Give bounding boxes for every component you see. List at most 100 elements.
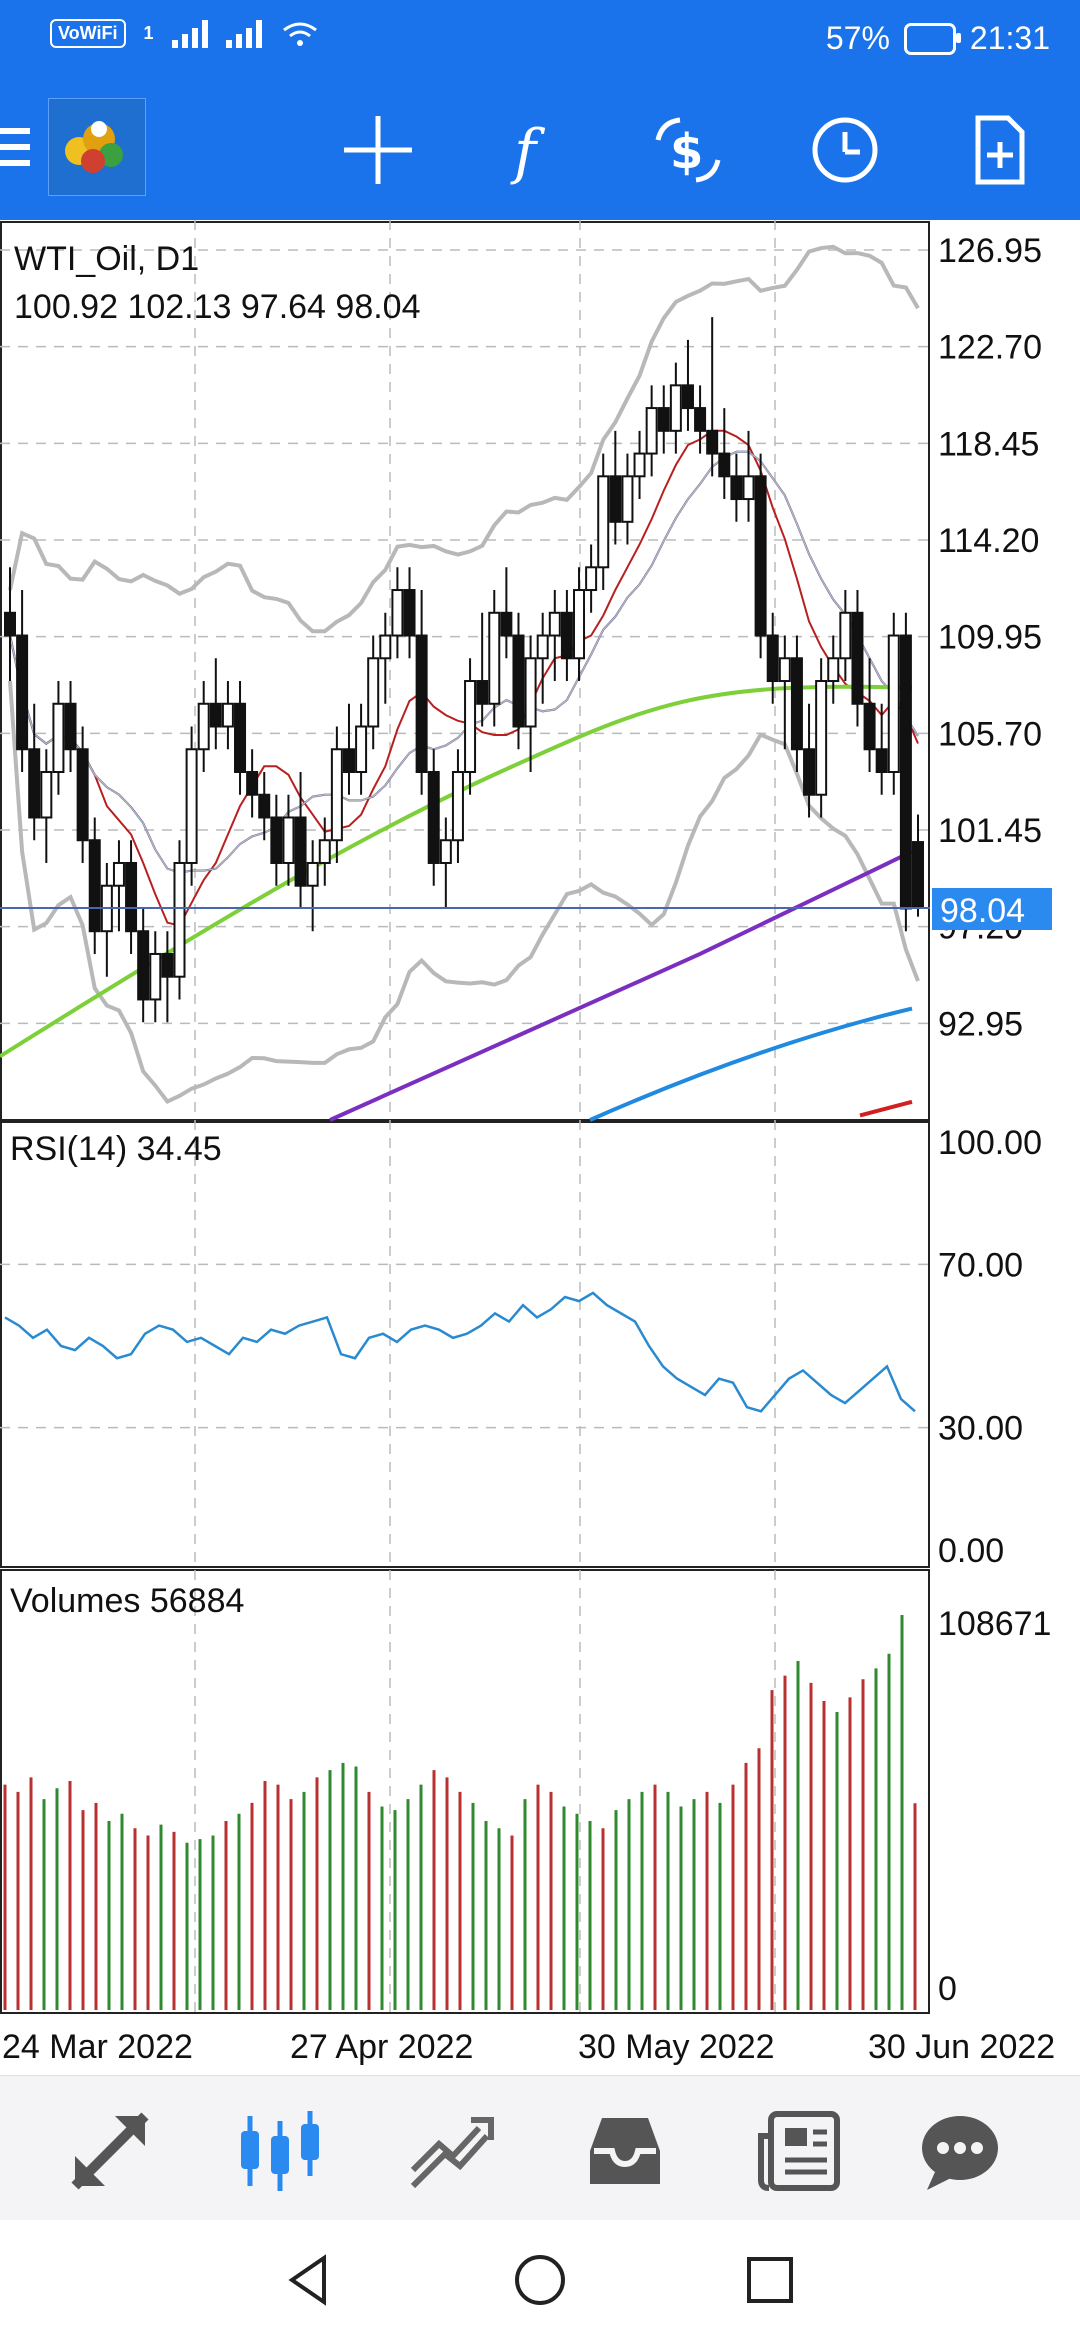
- candle-body: [500, 611, 513, 637]
- candle-body: [149, 952, 162, 1001]
- chart-icon[interactable]: [235, 2106, 325, 2196]
- candle-body: [706, 429, 719, 455]
- vowifi-badge: VoWiFi: [50, 18, 126, 48]
- candle-body: [221, 702, 234, 728]
- candle-body: [415, 634, 428, 773]
- price-tick-label: 126.95: [938, 232, 1042, 270]
- candle-body: [40, 771, 53, 819]
- menu-icon[interactable]: [0, 128, 30, 176]
- new-order-icon[interactable]: [960, 110, 1040, 190]
- rsi-tick-label: 100.00: [938, 1124, 1042, 1162]
- trade-icon[interactable]: [405, 2106, 495, 2196]
- candle-body: [197, 702, 210, 751]
- home-icon[interactable]: [510, 2250, 570, 2310]
- candle-body: [718, 452, 731, 478]
- battery-icon: [903, 22, 961, 55]
- candle-body: [318, 839, 331, 864]
- candle-body: [173, 861, 186, 978]
- indicators-icon[interactable]: f: [492, 110, 572, 190]
- crosshair-icon[interactable]: [338, 110, 418, 190]
- bollinger-lower: [8, 680, 920, 1105]
- bottom-navigation: [0, 2075, 1080, 2221]
- candle-body: [851, 611, 864, 705]
- candle-body: [742, 475, 755, 501]
- rsi-label: RSI(14) 34.45: [10, 1130, 222, 1168]
- candle-body: [730, 475, 743, 501]
- sma-blue-line: [589, 1006, 913, 1122]
- candle-body: [633, 452, 646, 478]
- price-tick-label: 92.95: [938, 1005, 1023, 1043]
- volume-panel-frame: [0, 1569, 930, 2014]
- candle-body: [476, 680, 489, 705]
- price-tick-label: 118.45: [938, 425, 1039, 463]
- candle-body: [657, 407, 670, 432]
- candle-body: [355, 725, 368, 773]
- messages-icon[interactable]: [915, 2106, 1005, 2196]
- candle-body: [573, 589, 586, 660]
- candle-body: [827, 657, 840, 683]
- candle-body: [439, 839, 452, 864]
- signal-icon: [171, 18, 208, 48]
- symbols-icon[interactable]: $: [648, 110, 728, 190]
- candle-body: [209, 702, 222, 728]
- signal-icon-2: [225, 18, 262, 48]
- price-tick-label: 105.70: [938, 715, 1042, 753]
- candle-body: [161, 952, 174, 978]
- news-icon[interactable]: [755, 2106, 845, 2196]
- chart-area[interactable]: 126.95 122.70 118.45 114.20 109.95 105.70 101.…: [0, 220, 1080, 2080]
- symbol-header: WTI_Oil, D1: [14, 240, 199, 278]
- candle-body: [464, 680, 477, 774]
- volume-tick-label: 108671: [938, 1605, 1051, 1643]
- candle-body: [694, 407, 707, 432]
- svg-text:$: $: [670, 124, 703, 180]
- volume-tick-label: 0: [938, 1970, 957, 2008]
- sim-slot: 1: [143, 22, 154, 43]
- candle-body: [427, 771, 440, 864]
- timeframe-icon[interactable]: [805, 110, 885, 190]
- candle-body: [815, 680, 828, 796]
- candle-body: [88, 839, 101, 933]
- quotes-icon[interactable]: [65, 2106, 155, 2196]
- candle-body: [342, 748, 355, 773]
- candle-body: [524, 657, 537, 728]
- candle-body: [76, 748, 89, 842]
- candle-body: [64, 702, 77, 751]
- candle-body: [367, 657, 380, 728]
- wifi-icon: [282, 22, 317, 46]
- candle-body: [512, 634, 525, 728]
- candle-body: [282, 816, 295, 864]
- bollinger-upper: [8, 244, 920, 634]
- candle-body: [887, 634, 900, 773]
- metatrader-logo[interactable]: [48, 98, 146, 196]
- candle-body: [912, 841, 924, 909]
- candle-body: [778, 657, 791, 683]
- candle-body: [488, 611, 501, 705]
- current-price-value: 98.04: [940, 892, 1025, 930]
- candle-body: [609, 475, 622, 523]
- price-tick-label: 109.95: [938, 619, 1042, 657]
- history-icon[interactable]: [580, 2106, 670, 2196]
- candle-body: [270, 816, 283, 864]
- candle-body: [234, 702, 247, 773]
- sma-red-line: [859, 1099, 913, 1118]
- recents-icon[interactable]: [740, 2250, 800, 2310]
- candle-body: [391, 589, 404, 637]
- slow-ma-halo: [9, 450, 919, 874]
- candle-body: [28, 748, 41, 819]
- chart-svg[interactable]: 126.95 122.70 118.45 114.20 109.95 105.70 101.…: [0, 220, 1080, 2080]
- date-label: 30 Jun 2022: [868, 2028, 1055, 2066]
- candle-body: [839, 611, 852, 660]
- candle-body: [330, 748, 343, 842]
- volume-label: Volumes 56884: [10, 1582, 244, 1620]
- candle-body: [112, 861, 125, 887]
- clock: 21:31: [969, 20, 1050, 56]
- price-panel-frame: [0, 221, 930, 1121]
- price-tick-label: 122.70: [938, 329, 1042, 367]
- candle-body: [621, 475, 634, 523]
- price-tick-label: 101.45: [938, 812, 1042, 850]
- candle-body: [585, 566, 598, 592]
- battery-percent: 57%: [825, 20, 890, 56]
- back-icon[interactable]: [280, 2250, 340, 2310]
- candle-body: [16, 634, 29, 751]
- candle-body: [875, 748, 888, 773]
